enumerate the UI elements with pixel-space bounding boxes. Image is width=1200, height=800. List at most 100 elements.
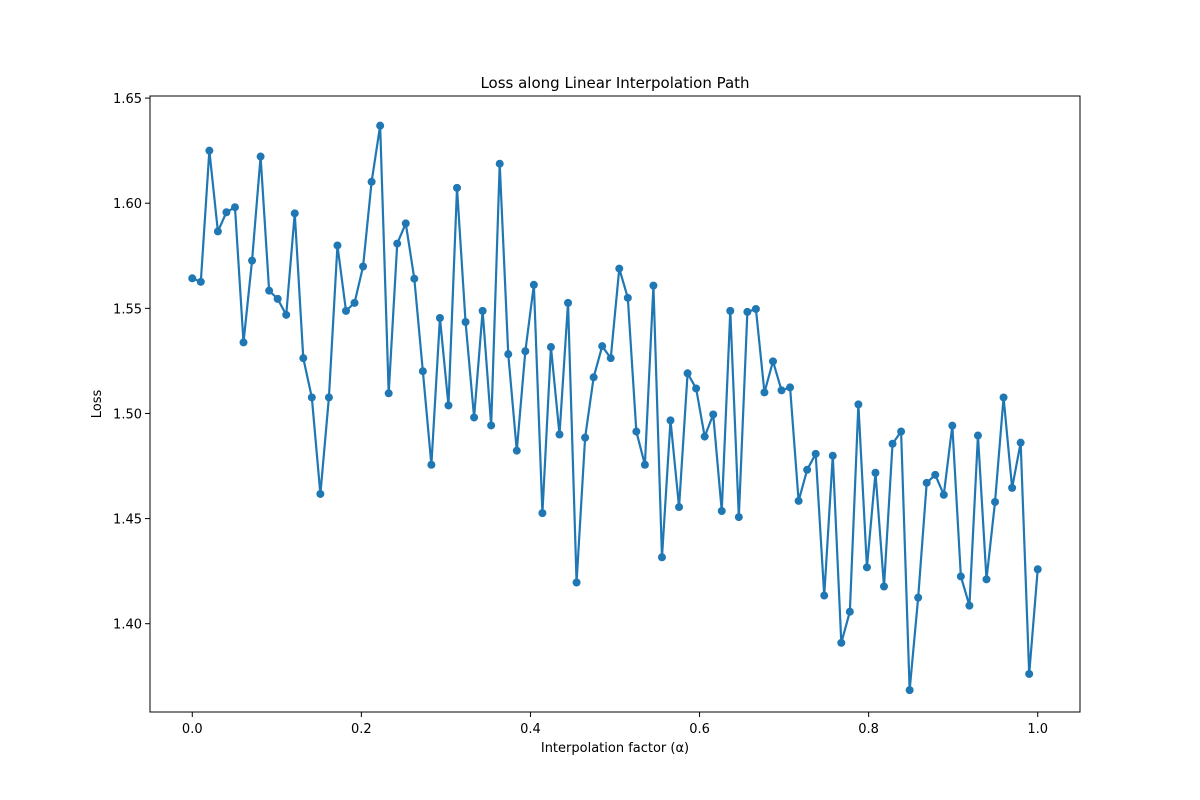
data-point — [333, 241, 342, 250]
data-point — [956, 572, 965, 581]
data-point — [290, 209, 299, 218]
data-point — [1008, 483, 1017, 492]
x-tick-label: 0.8 — [858, 722, 879, 737]
data-point — [709, 410, 718, 419]
data-point — [700, 432, 709, 441]
data-point — [632, 427, 641, 436]
data-point — [922, 478, 931, 487]
data-point — [213, 227, 222, 236]
data-point — [427, 460, 436, 469]
data-point — [768, 357, 777, 366]
data-point — [324, 393, 333, 402]
data-point — [538, 509, 547, 518]
data-point — [914, 593, 923, 602]
data-point — [888, 439, 897, 448]
x-tick-label: 0.6 — [689, 722, 710, 737]
y-axis-label: Loss — [90, 390, 105, 419]
data-point — [546, 343, 555, 352]
data-point — [418, 367, 427, 376]
data-point — [256, 152, 265, 161]
data-point — [487, 421, 496, 430]
data-point — [529, 280, 538, 289]
data-point — [341, 306, 350, 315]
data-point — [657, 553, 666, 562]
data-point — [862, 563, 871, 572]
data-point — [837, 638, 846, 647]
data-point — [504, 350, 513, 359]
x-axis-ticks: 0.0 0.2 0.4 0.6 0.8 1.0 — [182, 712, 1048, 737]
data-point — [803, 465, 812, 474]
data-point — [683, 369, 692, 378]
data-point — [393, 239, 402, 248]
data-point — [470, 413, 479, 422]
data-point — [188, 274, 197, 283]
data-point — [239, 338, 248, 347]
series-line — [191, 124, 1039, 692]
data-point — [760, 388, 769, 397]
data-point — [598, 342, 607, 351]
data-point — [453, 183, 462, 192]
data-point — [376, 121, 385, 130]
data-point — [973, 431, 982, 440]
data-point — [564, 298, 573, 307]
data-point — [871, 468, 880, 477]
y-tick-label: 1.50 — [113, 407, 142, 422]
data-point — [828, 451, 837, 460]
data-point — [666, 416, 675, 425]
data-point — [589, 373, 598, 382]
data-point — [196, 277, 205, 286]
data-point — [282, 310, 291, 319]
data-point — [572, 578, 581, 587]
data-point — [1033, 565, 1042, 574]
data-point — [777, 386, 786, 395]
data-point — [495, 159, 504, 168]
data-point — [273, 294, 282, 303]
x-axis-label: Interpolation factor (α) — [541, 741, 689, 756]
data-point — [461, 318, 470, 327]
data-point — [692, 384, 701, 393]
y-tick-label: 1.40 — [113, 618, 142, 633]
y-tick-label: 1.55 — [113, 302, 142, 317]
data-point — [1016, 438, 1025, 447]
data-point — [384, 389, 393, 398]
data-point — [435, 314, 444, 323]
data-point — [640, 460, 649, 469]
data-point — [845, 607, 854, 616]
data-point — [717, 507, 726, 516]
data-point — [623, 293, 632, 302]
data-point — [1025, 669, 1034, 678]
x-tick-label: 0.2 — [351, 722, 372, 737]
data-point — [367, 177, 376, 186]
data-point — [675, 503, 684, 512]
data-point — [854, 400, 863, 409]
data-point — [265, 286, 274, 295]
data-point — [316, 489, 325, 498]
data-point — [743, 307, 752, 316]
data-point — [359, 262, 368, 271]
data-point — [751, 304, 760, 313]
data-point — [307, 393, 316, 402]
data-point — [982, 575, 991, 584]
x-tick-label: 1.0 — [1027, 722, 1048, 737]
data-point — [350, 298, 359, 307]
data-point — [649, 281, 658, 290]
plot-area-frame — [149, 95, 1081, 713]
data-point — [820, 591, 829, 600]
data-point — [299, 354, 308, 363]
data-point — [880, 582, 889, 591]
x-tick-label: 0.4 — [520, 722, 541, 737]
data-point — [811, 449, 820, 458]
data-point — [726, 306, 735, 315]
data-point — [555, 430, 564, 439]
data-point — [401, 219, 410, 228]
y-tick-label: 1.60 — [113, 197, 142, 212]
data-point — [444, 401, 453, 410]
chart-title: Loss along Linear Interpolation Path — [480, 74, 749, 92]
data-point — [222, 208, 231, 217]
x-tick-label: 0.0 — [182, 722, 203, 737]
data-point — [205, 146, 214, 155]
data-point — [905, 686, 914, 695]
data-point — [521, 347, 530, 356]
data-point — [512, 446, 521, 455]
